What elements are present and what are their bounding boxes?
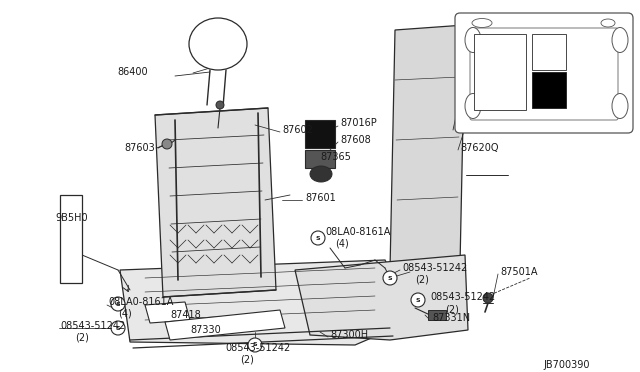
Ellipse shape xyxy=(465,28,481,52)
Ellipse shape xyxy=(612,93,628,119)
Text: 08543-51242: 08543-51242 xyxy=(60,321,125,331)
Polygon shape xyxy=(390,25,465,270)
Ellipse shape xyxy=(472,19,492,28)
Text: 08543-51242: 08543-51242 xyxy=(402,263,467,273)
Ellipse shape xyxy=(189,18,247,70)
Text: (4): (4) xyxy=(118,309,132,319)
Ellipse shape xyxy=(612,28,628,52)
FancyBboxPatch shape xyxy=(470,28,618,120)
Text: S: S xyxy=(253,343,257,347)
Ellipse shape xyxy=(310,166,332,182)
Polygon shape xyxy=(295,255,468,340)
Text: (2): (2) xyxy=(240,355,254,365)
Text: 87602: 87602 xyxy=(282,125,313,135)
Text: 87331N: 87331N xyxy=(432,313,470,323)
Bar xyxy=(474,34,526,110)
Circle shape xyxy=(311,231,325,245)
Text: 87016P: 87016P xyxy=(340,118,377,128)
Text: 87300H: 87300H xyxy=(330,330,368,340)
Text: (2): (2) xyxy=(445,304,459,314)
Bar xyxy=(60,195,82,283)
Text: 86400: 86400 xyxy=(117,67,148,77)
Polygon shape xyxy=(165,310,285,340)
Ellipse shape xyxy=(465,93,481,119)
Text: 87601: 87601 xyxy=(305,193,336,203)
Polygon shape xyxy=(155,108,276,297)
Text: 87603: 87603 xyxy=(124,143,155,153)
FancyBboxPatch shape xyxy=(455,13,633,133)
Bar xyxy=(428,310,446,320)
Circle shape xyxy=(111,321,125,335)
Circle shape xyxy=(162,139,172,149)
Circle shape xyxy=(411,293,425,307)
Circle shape xyxy=(111,297,125,311)
Text: 08543-51242: 08543-51242 xyxy=(225,343,291,353)
Text: JB700390: JB700390 xyxy=(543,360,590,370)
Text: 08LA0-8161A: 08LA0-8161A xyxy=(108,297,173,307)
Text: 87608: 87608 xyxy=(340,135,371,145)
Circle shape xyxy=(483,293,493,303)
Text: S: S xyxy=(116,301,120,307)
Text: 87330: 87330 xyxy=(190,325,221,335)
Bar xyxy=(305,120,335,148)
Text: 9B5H0: 9B5H0 xyxy=(55,213,88,223)
Text: 87365: 87365 xyxy=(320,152,351,162)
Text: 08543-51242: 08543-51242 xyxy=(430,292,495,302)
Polygon shape xyxy=(145,302,190,323)
Bar xyxy=(532,72,566,108)
Text: S: S xyxy=(388,276,392,280)
Text: (2): (2) xyxy=(415,275,429,285)
Bar xyxy=(532,34,566,70)
Bar xyxy=(305,150,335,168)
Circle shape xyxy=(248,338,262,352)
Text: 87418: 87418 xyxy=(170,310,201,320)
Circle shape xyxy=(216,101,224,109)
Text: 87620Q: 87620Q xyxy=(460,143,499,153)
Text: S: S xyxy=(316,235,320,241)
Text: (2): (2) xyxy=(75,333,89,343)
Text: 08LA0-8161A: 08LA0-8161A xyxy=(325,227,390,237)
Ellipse shape xyxy=(601,19,615,27)
Text: S: S xyxy=(116,326,120,330)
Text: S: S xyxy=(416,298,420,302)
Polygon shape xyxy=(120,260,393,345)
Circle shape xyxy=(383,271,397,285)
Text: 87501A: 87501A xyxy=(500,267,538,277)
Text: (4): (4) xyxy=(335,239,349,249)
